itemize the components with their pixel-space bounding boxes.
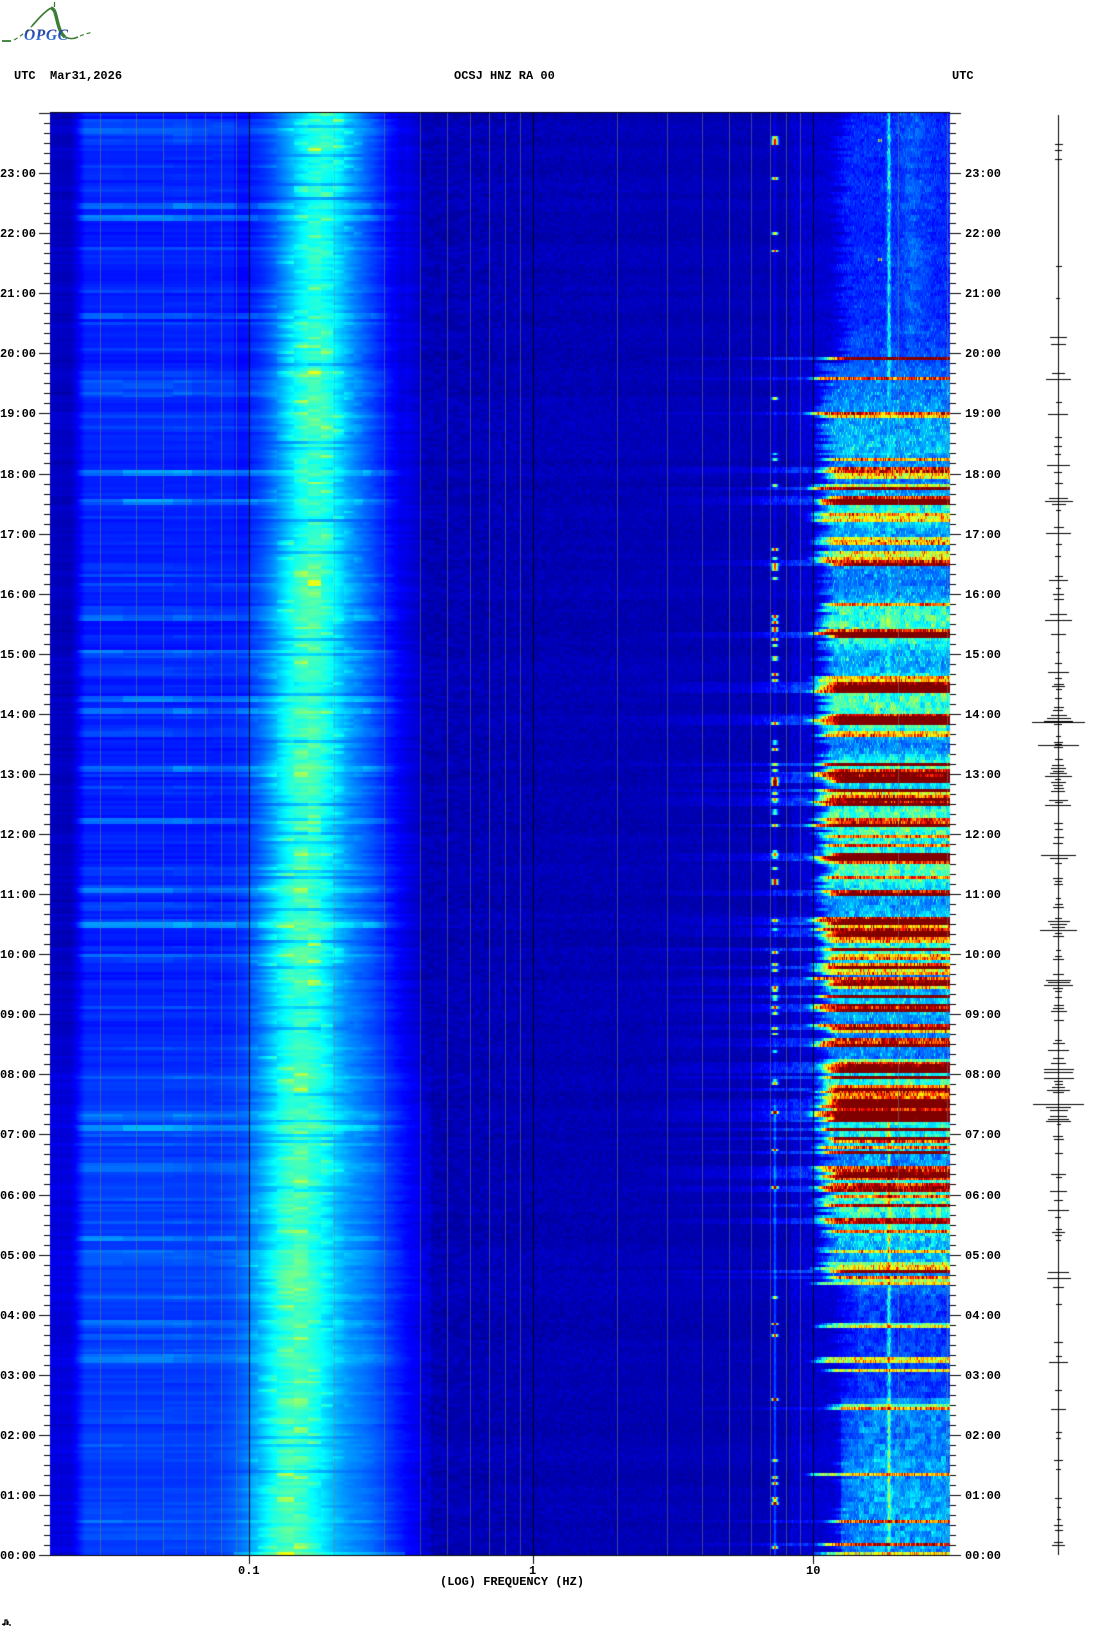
svg-text:OPGC: OPGC bbox=[24, 27, 69, 44]
